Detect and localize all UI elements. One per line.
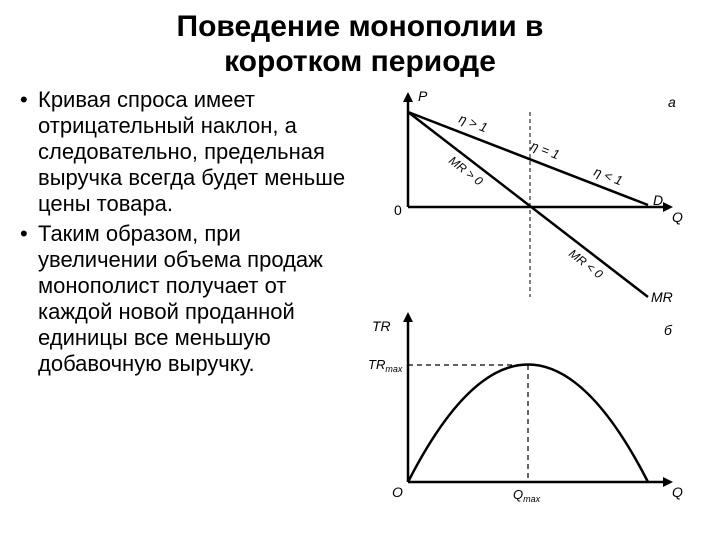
q-axis-label-b: Q xyxy=(672,484,683,500)
bullets-column: • Кривая спроса имеет отрицательный накл… xyxy=(20,87,360,507)
trmax-label: TRmax xyxy=(368,357,403,374)
tr-axis-label: TR xyxy=(372,318,391,334)
bullet-marker: • xyxy=(20,87,38,217)
tr-chart: TR Q O б TRmax Qmax xyxy=(368,307,688,507)
bullet-item: • Кривая спроса имеет отрицательный накл… xyxy=(20,87,360,217)
qmax-label: Qmax xyxy=(513,487,541,504)
origin-label: 0 xyxy=(394,202,402,218)
mr-label: MR xyxy=(651,289,673,305)
panel-a-label: а xyxy=(668,94,676,110)
bullet-item: • Таким образом, при увеличении объема п… xyxy=(20,221,360,377)
content-row: • Кривая спроса имеет отрицательный накл… xyxy=(20,87,700,507)
eta-eq1: η = 1 xyxy=(529,138,562,162)
mr-lt0: MR < 0 xyxy=(566,246,606,281)
p-axis-label: P xyxy=(418,88,428,104)
origin-b: O xyxy=(392,484,403,500)
bullet-text: Таким образом, при увеличении объема про… xyxy=(38,221,360,377)
slide-title: Поведение монополии в коротком периоде xyxy=(20,10,700,79)
panel-b-label: б xyxy=(664,322,673,338)
mr-gt0: MR > 0 xyxy=(446,153,486,188)
title-line-1: Поведение монополии в xyxy=(177,10,544,43)
bullet-marker: • xyxy=(20,221,38,377)
bullet-text: Кривая спроса имеет отрицательный наклон… xyxy=(38,87,360,217)
q-axis-label: Q xyxy=(672,209,683,225)
charts-column: P Q 0 а η > 1 η = 1 η < 1 MR > 0 MR < 0 … xyxy=(368,87,700,507)
demand-mr-chart: P Q 0 а η > 1 η = 1 η < 1 MR > 0 MR < 0 … xyxy=(368,87,688,307)
d-label: D xyxy=(653,192,663,208)
title-line-2: коротком периоде xyxy=(224,45,496,78)
